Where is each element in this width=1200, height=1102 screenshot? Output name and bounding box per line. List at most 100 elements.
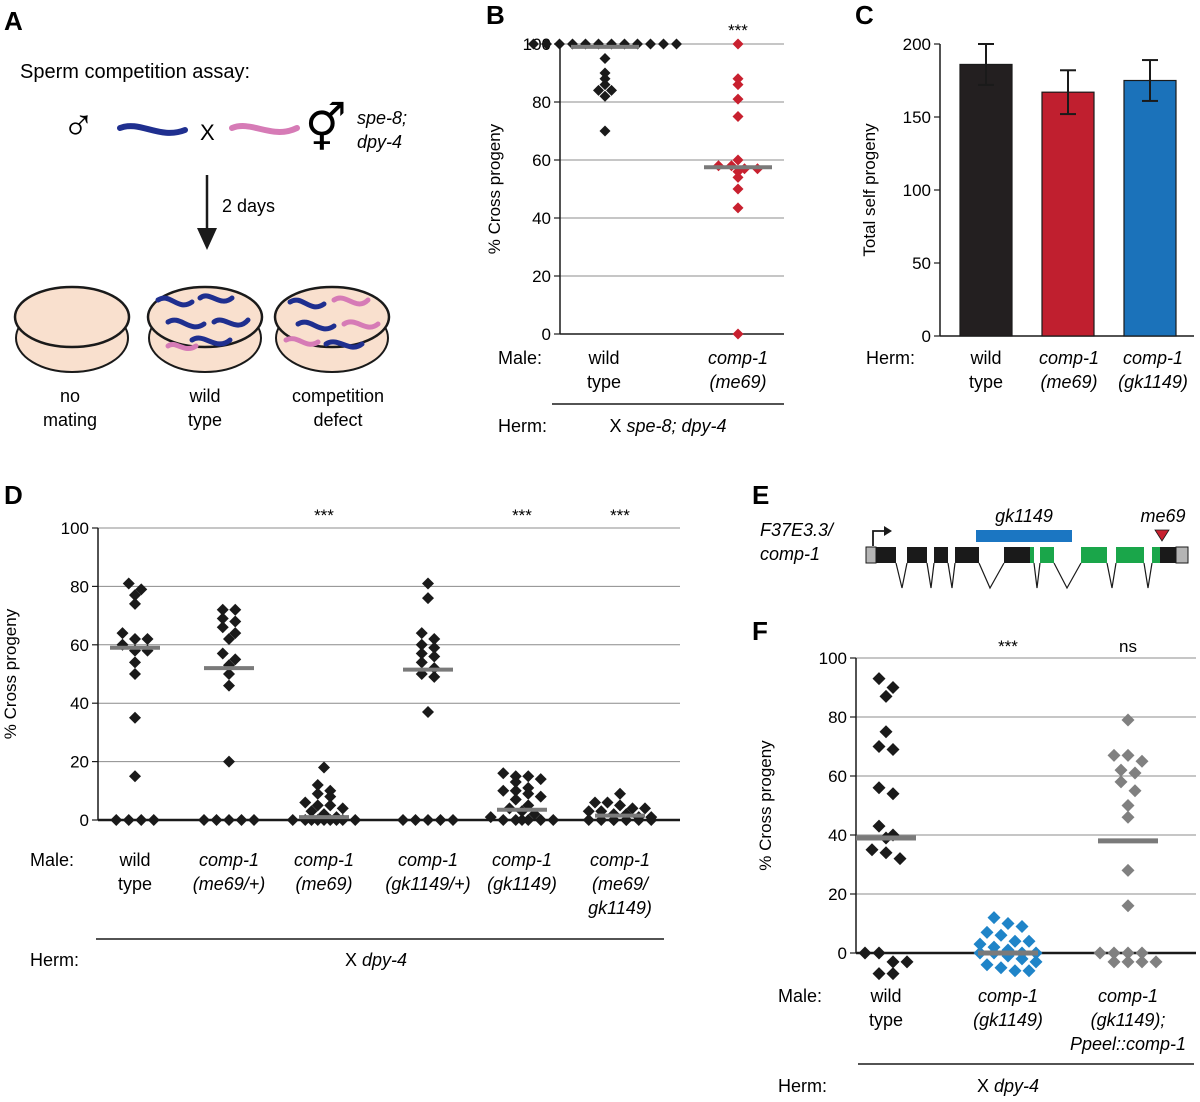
f-point <box>994 928 1008 942</box>
b-male-label: Male: <box>498 348 542 368</box>
d-ytick-label: 100 <box>61 519 89 538</box>
b-point <box>732 154 744 166</box>
f-point <box>879 725 893 739</box>
deletion-bar <box>976 530 1072 542</box>
f-point <box>893 852 907 866</box>
d-ytick-label: 80 <box>70 577 89 596</box>
plate-label-2-line2: type <box>188 410 222 430</box>
f-point <box>1114 763 1128 777</box>
d-point <box>216 603 229 616</box>
d-point <box>349 814 362 826</box>
c-ytick-label: 200 <box>903 35 931 54</box>
f-point <box>1008 964 1022 978</box>
f-point <box>865 843 879 857</box>
f-point <box>886 742 900 756</box>
f-group3-line2: (gk1149); <box>1091 1010 1166 1030</box>
b-point <box>732 111 744 122</box>
b-point <box>732 183 744 195</box>
exon <box>1004 547 1034 563</box>
deletion-label: gk1149 <box>995 506 1053 526</box>
exon <box>876 547 896 563</box>
chart-d: 0 20 40 60 80 100 % Cross progeny *** *** *** <box>1 506 680 830</box>
d-point <box>229 653 242 666</box>
plate-label-3-line2: defect <box>313 410 362 430</box>
d-herm-label: Herm: <box>30 950 79 970</box>
b-group1-line1: wild <box>587 348 619 368</box>
d-ytick-label: 40 <box>70 694 89 713</box>
d-y-axis-title: % Cross progeny <box>1 608 20 739</box>
f-group1-line2: type <box>869 1010 903 1030</box>
f-point <box>1128 784 1142 798</box>
f-group1-line1: wild <box>869 986 901 1006</box>
f-point <box>1121 899 1135 913</box>
b-point <box>732 202 744 214</box>
d-point <box>135 814 148 826</box>
f-male-label: Male: <box>778 986 822 1006</box>
d-herm-cross: X dpy-4 <box>345 950 407 970</box>
panel-f: F 0 20 40 60 80 100 % Cross progeny *** ns Male:… <box>752 616 1196 1096</box>
b-point <box>732 79 744 91</box>
d-point <box>129 632 141 645</box>
exon-deleted <box>1030 547 1034 563</box>
c-bar <box>959 63 1013 337</box>
b-point <box>554 38 565 50</box>
exon <box>955 547 979 563</box>
d-point <box>639 802 651 815</box>
b-group2-line2: (me69) <box>709 372 766 392</box>
panel-a: A Sperm competition assay: ♂ X ⚥ spe-8; … <box>4 6 407 430</box>
f-point <box>1121 748 1135 762</box>
herm-worm <box>229 123 300 135</box>
b-group1-line2: type <box>587 372 621 392</box>
d-point <box>216 647 229 660</box>
c-group2-line2: (me69) <box>1040 372 1097 392</box>
c-group2-line1: comp-1 <box>1039 348 1099 368</box>
utr-3prime <box>1175 546 1189 564</box>
d-point <box>235 814 248 826</box>
f-point <box>1149 955 1163 969</box>
c-ytick-label: 50 <box>912 254 931 273</box>
plate-label-1-line1: no <box>60 386 80 406</box>
b-ytick-label: 80 <box>532 93 551 112</box>
f-point <box>994 961 1008 975</box>
d-point <box>589 796 601 809</box>
f-point <box>1135 754 1149 768</box>
f-group2-line2: (gk1149) <box>973 1010 1043 1030</box>
f-point <box>1015 952 1029 966</box>
b-point <box>732 38 744 50</box>
d-point <box>223 679 235 692</box>
b-point <box>593 84 604 96</box>
d-point <box>582 805 595 818</box>
d-point <box>229 627 242 640</box>
transcription-start-arrow <box>872 530 885 546</box>
d-point <box>547 814 560 826</box>
f-ytick-label: 60 <box>828 767 847 786</box>
b-point <box>599 53 611 64</box>
f-herm-cross: X dpy-4 <box>977 1076 1039 1096</box>
chart-c: 0 50 100 150 200 Total self progeny <box>860 35 1194 346</box>
d-point <box>147 814 160 826</box>
f-point <box>987 911 1001 925</box>
d-point <box>129 597 141 610</box>
gene-name-line1: F37E3.3/ <box>760 520 835 540</box>
d-significance: *** <box>610 506 630 525</box>
d-point <box>422 705 434 718</box>
f-point <box>1121 863 1135 877</box>
plate-wild-type <box>146 285 264 373</box>
d-male-label: Male: <box>30 850 74 870</box>
d-point <box>336 802 349 815</box>
panel-label-f: F <box>752 616 768 646</box>
d-point <box>198 814 210 826</box>
d-point <box>522 814 535 826</box>
b-ytick-label: 0 <box>542 325 551 344</box>
f-ytick-label: 0 <box>838 944 847 963</box>
d-point <box>434 814 447 826</box>
b-point <box>528 38 539 50</box>
time-arrow-label: 2 days <box>222 196 275 216</box>
f-point <box>872 781 886 795</box>
d-group1-line1: wild <box>118 850 150 870</box>
d-group1-line2: type <box>118 874 152 894</box>
c-bar <box>1041 91 1095 337</box>
d-point <box>484 811 497 824</box>
